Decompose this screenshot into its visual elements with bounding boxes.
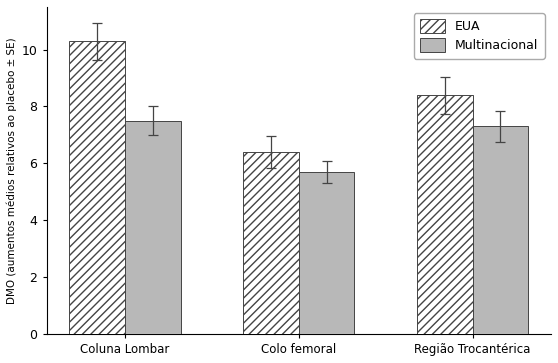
Bar [417,95,473,334]
Bar [125,121,181,334]
Legend: EUA, Multinacional: EUA, Multinacional [414,13,545,59]
Bar [299,172,354,334]
Bar [473,126,528,334]
Bar [69,41,125,334]
Y-axis label: DMO (aumentos médios relativos ao placebo ± SE): DMO (aumentos médios relativos ao placeb… [7,37,17,304]
Bar [243,152,299,334]
